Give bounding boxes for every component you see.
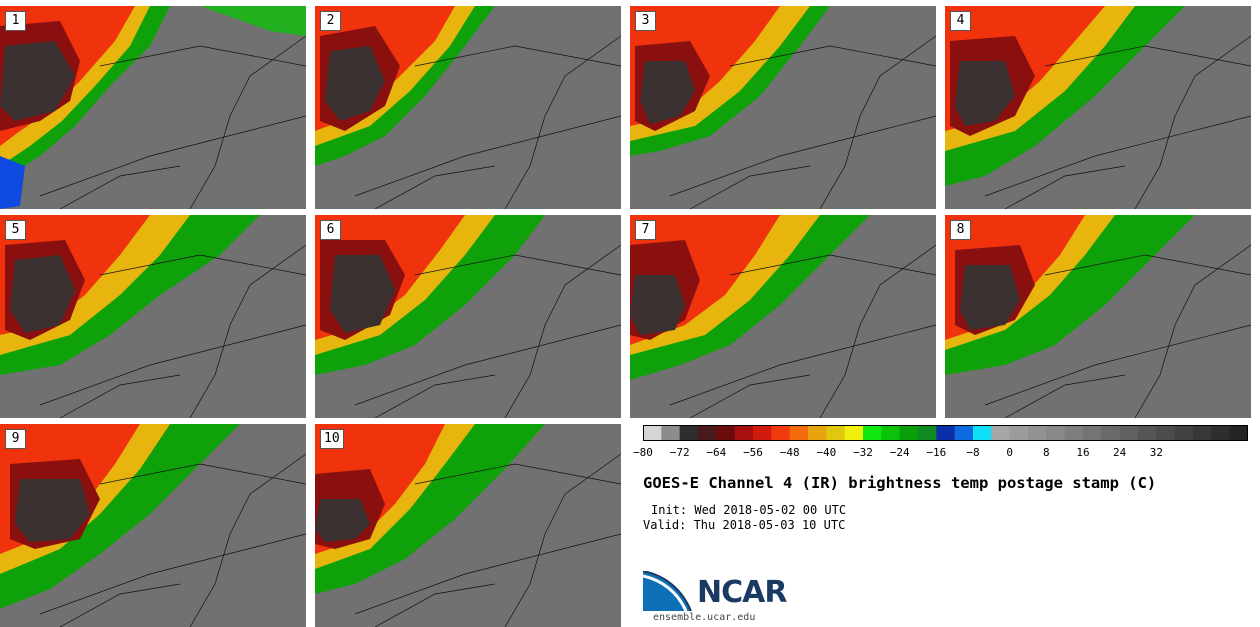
ir-field-map [945, 6, 1251, 209]
colorbar-swatch [1156, 425, 1176, 441]
ncar-logo: NCAR [642, 570, 793, 613]
colorbar-swatch [973, 425, 992, 441]
colorbar-swatch [1064, 425, 1084, 441]
colorbar-tick-label: −24 [889, 446, 910, 459]
panel-label: 8 [950, 220, 971, 240]
valid-time: Valid: Thu 2018-05-03 10 UTC [643, 518, 846, 532]
colorbar-swatch [661, 425, 681, 441]
colorbar-tick-label: −48 [779, 446, 800, 459]
ir-field-map [630, 6, 936, 209]
ir-field-map [0, 424, 306, 627]
colorbar-swatch [881, 425, 901, 441]
colorbar-swatch [1009, 425, 1029, 441]
colorbar-swatch [1046, 425, 1066, 441]
map-panel-2: 2 [315, 6, 621, 209]
ir-field-map [315, 6, 621, 209]
panel-label: 10 [320, 429, 344, 449]
colorbar-swatch [1101, 425, 1121, 441]
colorbar-swatch [808, 425, 827, 441]
map-panel-4: 4 [945, 6, 1251, 209]
colorbar-swatch [826, 425, 846, 441]
colorbar-swatch [698, 425, 717, 441]
colorbar-swatch [844, 425, 864, 441]
panel-label: 3 [635, 11, 656, 31]
colorbar-swatch [1119, 425, 1139, 441]
panel-label: 4 [950, 11, 971, 31]
logo-url: ensemble.ucar.edu [653, 612, 756, 623]
colorbar-swatch [753, 425, 772, 441]
colorbar-swatch [771, 425, 791, 441]
map-panel-7: 7 [630, 215, 936, 418]
colorbar-tick-label: 32 [1149, 446, 1163, 459]
colorbar-swatch [679, 425, 699, 441]
colorbar-swatch [1193, 425, 1212, 441]
colorbar-swatch [991, 425, 1011, 441]
ir-field-map [0, 6, 306, 209]
figure-title: GOES-E Channel 4 (IR) brightness temp po… [643, 474, 1157, 492]
colorbar-swatch [899, 425, 919, 441]
ncar-logo-text: NCAR [697, 575, 787, 610]
panel-label: 5 [5, 220, 26, 240]
colorbar-swatch [1028, 425, 1047, 441]
map-panel-5: 5 [0, 215, 306, 418]
colorbar-tick-label: 24 [1113, 446, 1127, 459]
colorbar-tick-label: −56 [743, 446, 763, 459]
colorbar-swatch [918, 425, 937, 441]
ir-field-map [315, 215, 621, 418]
colorbar-swatch [863, 425, 882, 441]
panel-label: 7 [635, 220, 656, 240]
ir-field-map [0, 215, 306, 418]
ir-field-map [945, 215, 1251, 418]
colorbar-ticks: −80 −72 −64 −56 −48 −40 −32 −24 −16 −8 0 8 16 24 32 [633, 446, 1260, 462]
map-panel-9: 9 [0, 424, 306, 627]
panel-label: 9 [5, 429, 26, 449]
ir-field-map [315, 424, 621, 627]
colorbar-tick-label: −8 [966, 446, 980, 459]
colorbar-tick-label: −16 [926, 446, 947, 459]
colorbar-tick-label: −72 [669, 446, 690, 459]
colorbar-swatch [936, 425, 956, 441]
ncar-logo-icon [642, 570, 692, 612]
colorbar-swatch [643, 425, 662, 441]
colorbar-tick-label: −80 [633, 446, 653, 459]
colorbar-swatch [1138, 425, 1157, 441]
ir-field-map [630, 215, 936, 418]
colorbar-tick-label: 0 [1006, 446, 1013, 459]
colorbar-tick-label: −32 [853, 446, 873, 459]
init-time: Init: Wed 2018-05-02 00 UTC [651, 503, 847, 517]
map-panel-6: 6 [315, 215, 621, 418]
colorbar-swatch [789, 425, 809, 441]
colorbar-swatch [954, 425, 974, 441]
panel-label: 6 [320, 220, 341, 240]
map-panel-8: 8 [945, 215, 1251, 418]
colorbar-swatch [734, 425, 754, 441]
panel-label: 2 [320, 11, 341, 31]
map-panel-1: 1 [0, 6, 306, 209]
colorbar-swatch [1211, 425, 1231, 441]
map-panel-3: 3 [630, 6, 936, 209]
colorbar-tick-label: −40 [816, 446, 837, 459]
panel-label: 1 [5, 11, 26, 31]
map-panel-10: 10 [315, 424, 621, 627]
colorbar-tick-label: −64 [706, 446, 727, 459]
colorbar-swatch [1229, 425, 1248, 441]
colorbar-swatch [716, 425, 736, 441]
colorbar-tick-label: 8 [1043, 446, 1050, 459]
colorbar-swatch [1083, 425, 1102, 441]
colorbar-swatch [1174, 425, 1194, 441]
colorbar [643, 425, 1248, 441]
colorbar-tick-label: 16 [1076, 446, 1090, 459]
